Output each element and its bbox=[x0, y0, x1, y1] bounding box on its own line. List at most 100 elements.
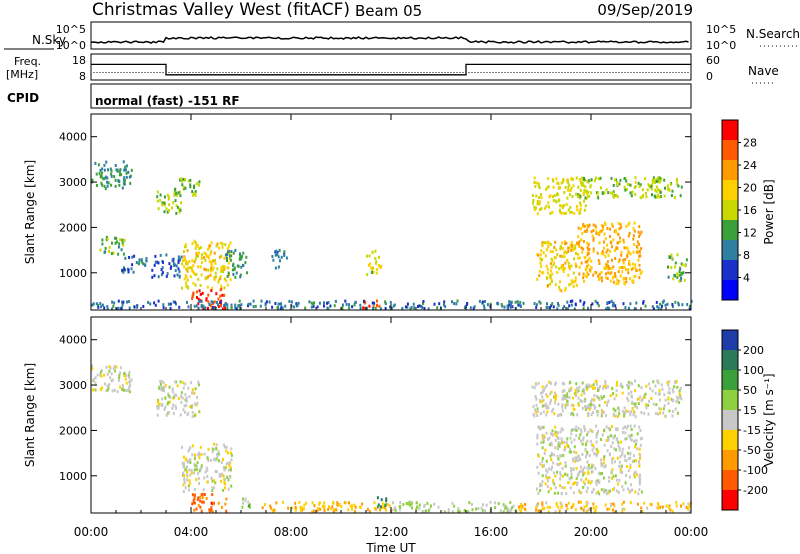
scatter-cell bbox=[163, 385, 166, 389]
scatter-cell bbox=[153, 301, 156, 305]
scatter-cell bbox=[186, 278, 189, 282]
nave-dot bbox=[564, 72, 566, 73]
scatter-cell bbox=[565, 179, 568, 183]
scatter-cell bbox=[399, 505, 401, 509]
scatter-cell bbox=[601, 250, 604, 253]
scatter-cell bbox=[94, 388, 97, 392]
scatter-cell bbox=[177, 259, 180, 262]
scatter-cell bbox=[583, 229, 586, 233]
nave-dot bbox=[159, 72, 161, 73]
scatter-cell bbox=[544, 474, 547, 478]
scatter-cell bbox=[666, 302, 669, 306]
nave-dot bbox=[186, 72, 188, 73]
scatter-cell bbox=[227, 487, 230, 491]
scatter-cell bbox=[225, 462, 228, 466]
scatter-cell bbox=[626, 487, 629, 491]
scatter-cell bbox=[213, 277, 216, 281]
scatter-cell bbox=[484, 509, 486, 513]
nave-dot bbox=[105, 72, 107, 73]
scatter-cell bbox=[158, 402, 161, 406]
scatter-cell bbox=[621, 270, 624, 274]
nave-dot bbox=[150, 72, 152, 73]
scatter-cell bbox=[179, 194, 182, 198]
scatter-cell bbox=[601, 464, 604, 467]
scatter-cell bbox=[188, 482, 191, 486]
scatter-cell bbox=[647, 403, 650, 407]
scatter-cell bbox=[557, 431, 559, 435]
nave-dot bbox=[354, 72, 356, 73]
scatter-cell bbox=[203, 251, 206, 255]
scatter-cell bbox=[204, 276, 207, 280]
scatter-cell bbox=[521, 504, 524, 508]
scatter-cell bbox=[415, 507, 418, 511]
scatter-cell bbox=[191, 297, 194, 301]
scatter-cell bbox=[667, 401, 670, 405]
nave-dot bbox=[177, 72, 179, 73]
scatter-cell bbox=[638, 425, 641, 429]
scatter-cell bbox=[636, 502, 639, 506]
scatter-cell bbox=[129, 181, 132, 185]
scatter-cell bbox=[193, 191, 196, 195]
scatter-cell bbox=[323, 506, 326, 510]
scatter-cell bbox=[605, 492, 608, 496]
nave-dot bbox=[660, 72, 662, 73]
scatter-cell bbox=[575, 466, 578, 470]
scatter-cell bbox=[541, 425, 543, 429]
scatter-cell bbox=[274, 266, 277, 270]
scatter-cell bbox=[199, 265, 202, 269]
scatter-cell bbox=[685, 258, 688, 262]
scatter-cell bbox=[607, 264, 609, 268]
scatter-cell bbox=[163, 195, 166, 199]
scatter-cell bbox=[277, 255, 280, 259]
scatter-cell bbox=[550, 451, 553, 455]
scatter-cell bbox=[553, 194, 556, 198]
scatter-cell bbox=[206, 468, 209, 472]
scatter-cell bbox=[655, 180, 658, 183]
scatter-cell bbox=[104, 250, 107, 254]
scatter-cell bbox=[611, 224, 614, 228]
scatter-cell bbox=[533, 386, 536, 390]
scatter-cell bbox=[156, 195, 159, 199]
scatter-cell bbox=[687, 502, 690, 506]
scatter-cell bbox=[603, 266, 606, 270]
scatter-cell bbox=[230, 250, 233, 253]
scatter-cell bbox=[586, 192, 589, 196]
scatter-cell bbox=[570, 428, 573, 432]
scatter-cell bbox=[542, 438, 545, 442]
scatter-cell bbox=[578, 471, 580, 475]
scatter-cell bbox=[197, 302, 200, 306]
scatter-cell bbox=[219, 274, 222, 278]
scatter-cell bbox=[631, 460, 634, 464]
scatter-cell bbox=[562, 306, 565, 310]
scatter-cell bbox=[554, 430, 557, 434]
scatter-cell bbox=[602, 227, 604, 231]
scatter-cell bbox=[555, 501, 558, 505]
scatter-cell bbox=[581, 453, 584, 456]
scatter-cell bbox=[539, 427, 542, 431]
scatter-cell bbox=[571, 195, 574, 198]
scatter-cell bbox=[590, 230, 593, 234]
scatter-cell bbox=[627, 434, 630, 438]
nave-dot bbox=[486, 72, 488, 73]
scatter-cell bbox=[122, 383, 124, 387]
scatter-cell bbox=[632, 454, 635, 457]
scatter-cell bbox=[609, 428, 611, 432]
scatter-cell bbox=[538, 300, 541, 304]
scatter-cell bbox=[553, 401, 556, 405]
scatter-cell bbox=[380, 307, 382, 311]
scatter-cell bbox=[557, 402, 560, 406]
scatter-cell bbox=[608, 300, 611, 304]
scatter-cell bbox=[300, 506, 303, 509]
nave-dot bbox=[480, 72, 482, 73]
scatter-cell bbox=[603, 455, 606, 459]
scatter-cell bbox=[550, 441, 553, 445]
scatter-cell bbox=[572, 184, 575, 188]
scatter-cell bbox=[541, 446, 544, 450]
scatter-cell bbox=[210, 508, 213, 512]
scatter-cell bbox=[612, 265, 615, 269]
scatter-cell bbox=[587, 479, 590, 483]
scatter-cell bbox=[605, 188, 608, 192]
scatter-cell bbox=[201, 492, 204, 496]
scatter-cell bbox=[187, 266, 190, 270]
scatter-cell bbox=[125, 388, 128, 392]
